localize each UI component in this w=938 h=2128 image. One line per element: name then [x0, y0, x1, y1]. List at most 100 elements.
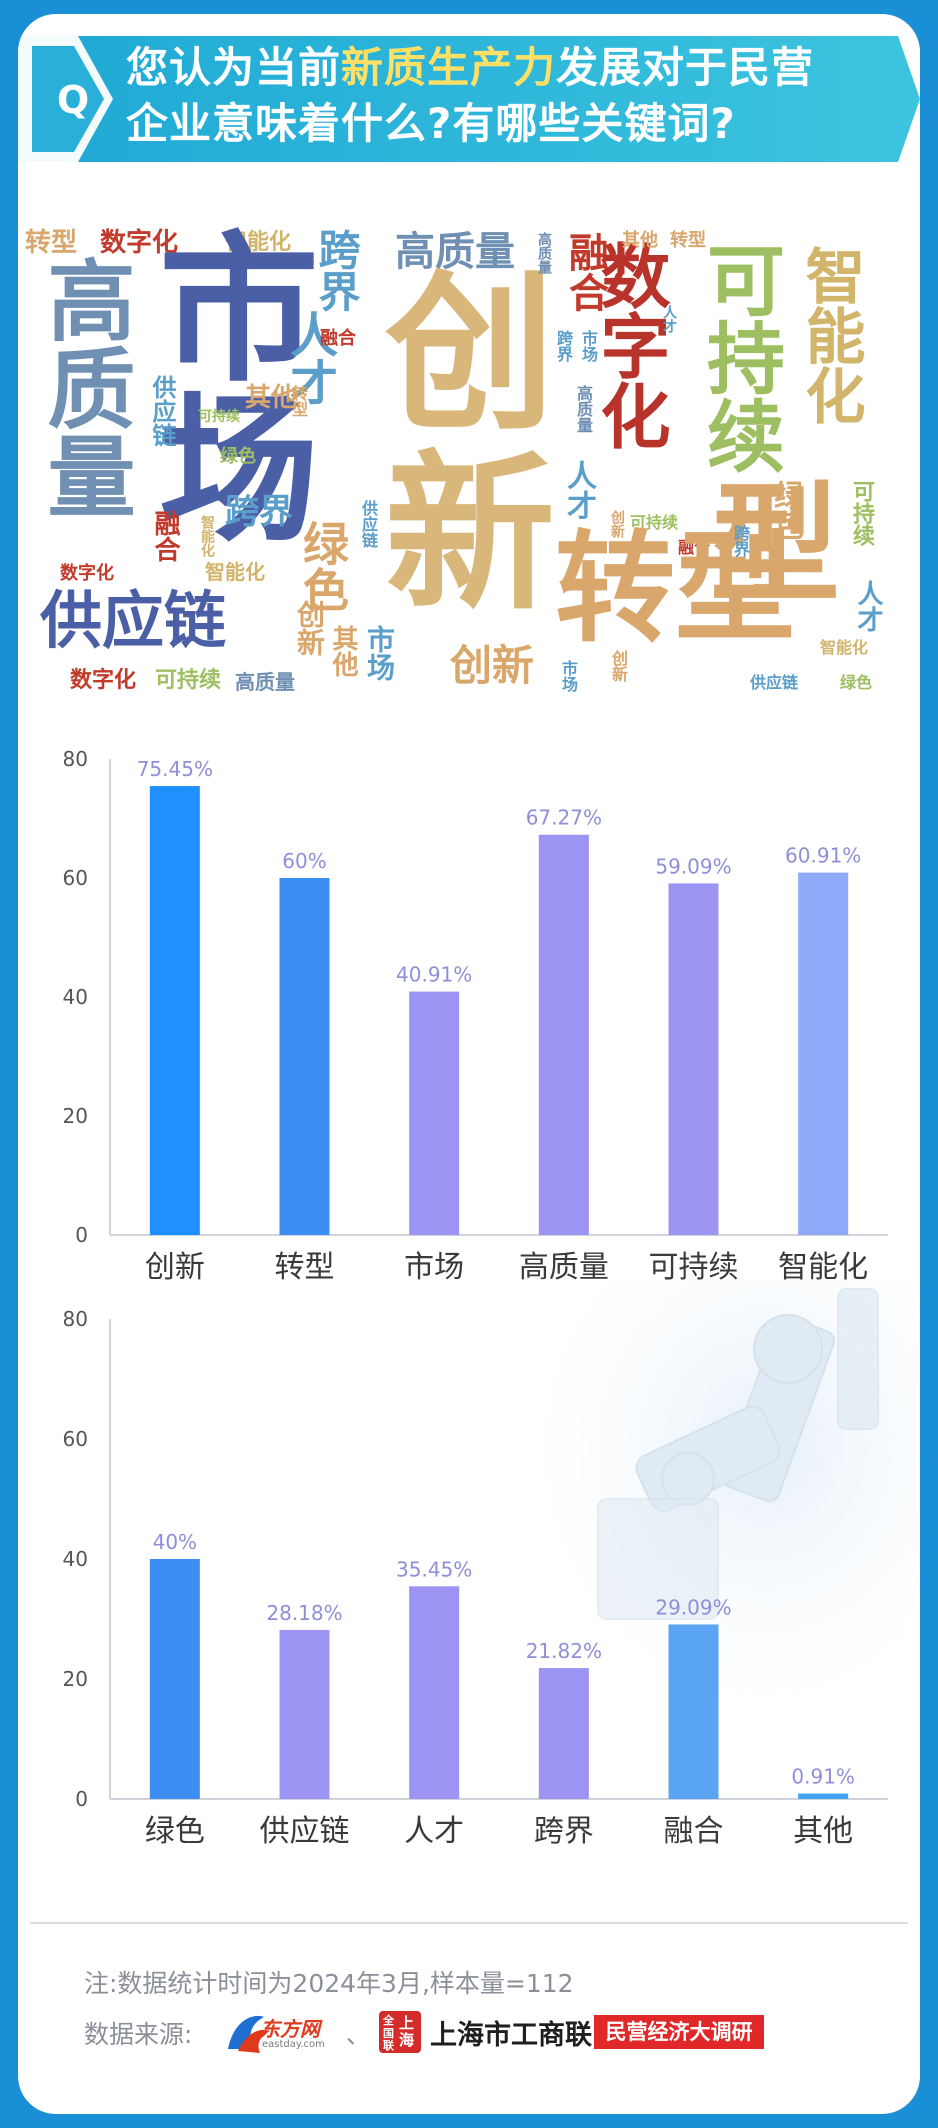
question-line1-post: 发展对于民营: [556, 43, 815, 92]
cloud-word: 供应链: [750, 673, 799, 692]
question-line-2: 企业意味着什么?有哪些关键词?: [126, 99, 736, 148]
cloud-word: 融合: [150, 510, 180, 562]
x-tick-label: 创新: [145, 1250, 205, 1285]
keyword-bar-chart-1: 0 20 40 60 80 75.45% 创新 60% 转型 40.91% 市场 67.27% 高质量 5…: [63, 747, 888, 1285]
y-tick-label: 60: [63, 866, 88, 890]
y-tick-label: 80: [63, 747, 88, 771]
data-label: 0.91%: [791, 1765, 855, 1789]
cloud-word: 人才: [853, 580, 883, 632]
bar: [149, 1559, 200, 1799]
y-tick-label: 0: [75, 1787, 88, 1811]
x-tick-label: 供应链: [260, 1814, 350, 1849]
data-label: 60.91%: [785, 844, 861, 868]
shanghai-fed-logo-icon: 全国联 上海: [379, 2011, 421, 2053]
y-tick-label: 40: [63, 985, 88, 1009]
cloud-word: 创新: [609, 650, 628, 682]
cloud-word: 数字化: [589, 240, 671, 450]
cloud-word: 智能化: [795, 245, 865, 425]
cloud-word: 智能化: [205, 560, 265, 584]
cloud-word: 创: [385, 256, 556, 454]
cloud-word: 其他: [328, 625, 358, 677]
cloud-word: 供应链: [40, 584, 227, 657]
source1-name: 东方网: [260, 2017, 320, 2041]
eastday-logo-icon: [228, 2015, 270, 2053]
cloud-word: 跨界: [225, 492, 293, 532]
cloud-word: 可持续: [155, 668, 222, 693]
cloud-word: 高质量: [395, 229, 515, 275]
cloud-word: 供应链: [359, 500, 378, 548]
cloud-word: 可持续: [630, 513, 679, 532]
x-tick-label: 转型: [275, 1250, 335, 1285]
cloud-word: 转型: [289, 385, 308, 417]
robot-arm-background-image: [538, 1279, 918, 1699]
cloud-word: 市场: [363, 625, 396, 681]
x-tick-label: 跨界: [534, 1814, 594, 1849]
data-label: 40.91%: [396, 963, 472, 987]
data-source-row: 数据来源: 东方网 eastday.com 、 全国联 上海 上海市工商联 民营…: [84, 2009, 844, 2059]
cloud-word: 转型: [25, 228, 78, 258]
cloud-word: 智能化: [225, 230, 292, 255]
cloud-word: 高质量: [574, 385, 593, 433]
source2-name: 上海市工商联: [430, 2020, 592, 2051]
cloud-word: 可持续: [198, 409, 240, 425]
source-separator: 、: [346, 2021, 370, 2049]
x-tick-label: 可持续: [649, 1250, 739, 1285]
bar: [798, 872, 849, 1235]
cloud-word: 其他: [245, 383, 298, 413]
keyword-bar-chart-2: 0 20 40 60 80 40% 绿色 28.18% 供应链 35.45% 人才 21.82% 跨界 2…: [63, 1307, 888, 1849]
y-tick-label: 60: [63, 1427, 88, 1451]
cloud-word: 数字化: [70, 668, 137, 693]
bar: [279, 1629, 330, 1799]
cloud-word: 市场: [559, 660, 578, 692]
cloud-word: 高质量: [33, 255, 136, 519]
source-label: 数据来源:: [84, 2020, 193, 2049]
cloud-word: 数字化: [60, 563, 114, 584]
cloud-word: 可持续: [694, 240, 784, 474]
x-tick-label: 市场: [404, 1250, 464, 1285]
cloud-word: 市场: [579, 330, 598, 362]
question-badge: Q: [56, 78, 90, 122]
x-tick-label: 智能化: [778, 1250, 868, 1285]
question-line1-pre: 您认为当前: [126, 43, 342, 92]
cloud-word: 可持续: [849, 480, 874, 546]
data-label: 75.45%: [137, 757, 213, 781]
cloud-word: 高质量: [235, 670, 295, 694]
cloud-word: 跨界: [731, 525, 750, 557]
cloud-word: 智能化: [820, 638, 869, 657]
data-label: 59.09%: [655, 854, 731, 878]
bar: [409, 1586, 460, 1799]
y-tick-label: 20: [63, 1104, 88, 1128]
cloud-word: 人才: [661, 305, 677, 333]
cloud-word: 创新: [609, 510, 625, 538]
cloud-word: 新: [385, 436, 556, 634]
infographic-card: Q 您认为当前新质生产力发展对于民营 企业意味着什么?有哪些关键词? 转型 数字化…: [18, 14, 920, 2114]
source3-badge: 民营经济大调研: [594, 2015, 764, 2049]
cloud-word: 创新: [450, 641, 535, 690]
question-highlight: 新质生产力: [341, 43, 557, 92]
x-tick-label: 其他: [793, 1814, 853, 1849]
cloud-word: 转型: [670, 230, 706, 251]
y-tick-label: 40: [63, 1547, 88, 1571]
cloud-word: 型: [710, 469, 841, 621]
cloud-word: 创新: [293, 600, 326, 656]
cloud-word: 转型: [555, 520, 795, 659]
bar: [279, 878, 330, 1235]
question-text: 您认为当前新质生产力发展对于民营 企业意味着什么?有哪些关键词?: [126, 40, 886, 152]
cloud-word: 融合: [562, 232, 608, 312]
cloud-word: 融合: [678, 538, 711, 557]
data-label: 60%: [282, 849, 326, 873]
data-label: 67.27%: [526, 806, 602, 830]
bar: [409, 991, 460, 1235]
data-label: 28.18%: [266, 1601, 342, 1625]
cloud-word: 供应链: [148, 375, 176, 447]
bar: [668, 883, 719, 1235]
cloud-word: 跨界: [312, 228, 361, 312]
x-tick-label: 融合: [664, 1814, 724, 1849]
cloud-word: 智能化: [199, 515, 215, 557]
cloud-word: 其他: [622, 230, 658, 251]
y-tick-label: 0: [75, 1223, 88, 1247]
bar: [538, 834, 589, 1235]
y-tick-label: 80: [63, 1307, 88, 1331]
x-tick-label: 人才: [404, 1814, 464, 1849]
source1-sub: eastday.com: [262, 2039, 325, 2050]
